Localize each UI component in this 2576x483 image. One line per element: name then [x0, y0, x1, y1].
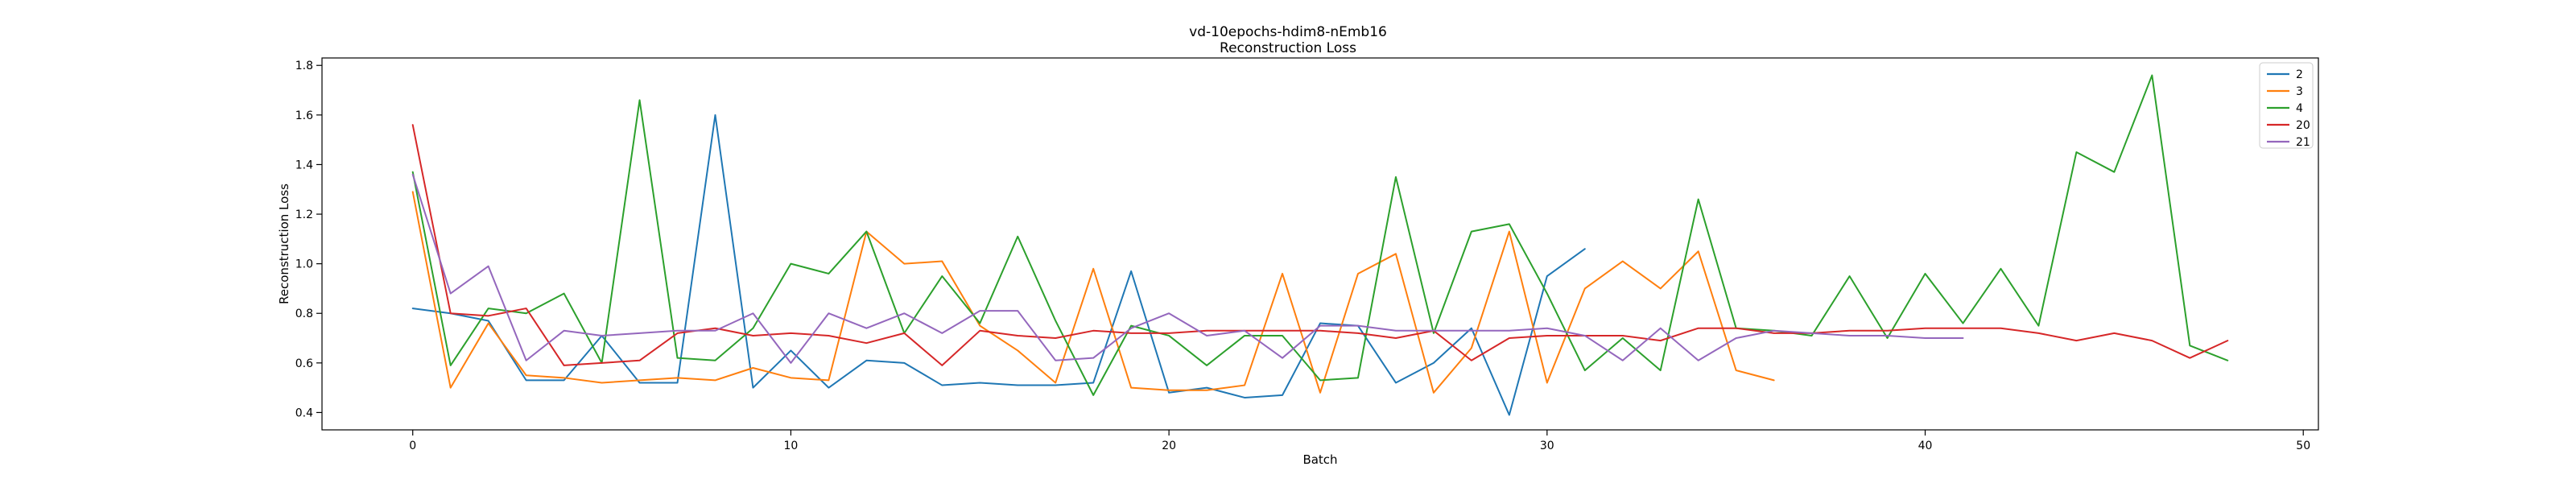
y-tick-label: 1.2 [295, 208, 313, 221]
x-tick-label: 20 [1162, 440, 1176, 452]
legend-label-4: 4 [2296, 102, 2303, 115]
x-tick-label: 30 [1540, 440, 1554, 452]
legend-label-21: 21 [2296, 136, 2310, 149]
legend-label-2: 2 [2296, 68, 2303, 81]
series-layer [411, 74, 2229, 416]
x-tick-label: 40 [1918, 440, 1933, 452]
legend-box [2259, 62, 2314, 149]
series-line-21 [411, 173, 1964, 364]
legend: 2 3 4 20 21 [2259, 62, 2314, 149]
series-line-4 [411, 74, 2229, 396]
chart-title: vd-10epochs-hdim8-nEmb16 [1189, 24, 1387, 40]
plot-frame [321, 57, 2319, 431]
x-tick-label: 0 [409, 440, 416, 452]
y-axis: 0.4 0.6 0.8 1.0 1.2 1.4 1.6 1.8 [295, 60, 322, 419]
legend-label-20: 20 [2296, 119, 2310, 132]
y-axis-label: Reconstruction Loss [277, 184, 291, 304]
x-tick-label: 50 [2296, 440, 2310, 452]
plot-area [321, 57, 2319, 431]
legend-items: 2 3 4 20 21 [2267, 68, 2310, 149]
x-axis: 0 10 20 30 40 50 [409, 430, 2310, 452]
series-line-20 [411, 124, 2229, 366]
y-tick-label: 1.8 [295, 60, 313, 72]
y-tick-label: 0.6 [295, 357, 313, 370]
x-axis-label: Batch [1302, 452, 1337, 467]
chart-subtitle: Reconstruction Loss [1220, 40, 1356, 56]
y-tick-label: 1.0 [295, 258, 313, 271]
y-tick-label: 1.6 [295, 109, 313, 122]
y-tick-label: 1.4 [295, 159, 313, 171]
series-line-2 [411, 114, 1586, 416]
legend-label-3: 3 [2296, 85, 2303, 98]
x-tick-label: 10 [784, 440, 799, 452]
y-tick-label: 0.8 [295, 308, 313, 320]
series-line-3 [411, 191, 1775, 394]
y-tick-label: 0.4 [295, 407, 313, 419]
